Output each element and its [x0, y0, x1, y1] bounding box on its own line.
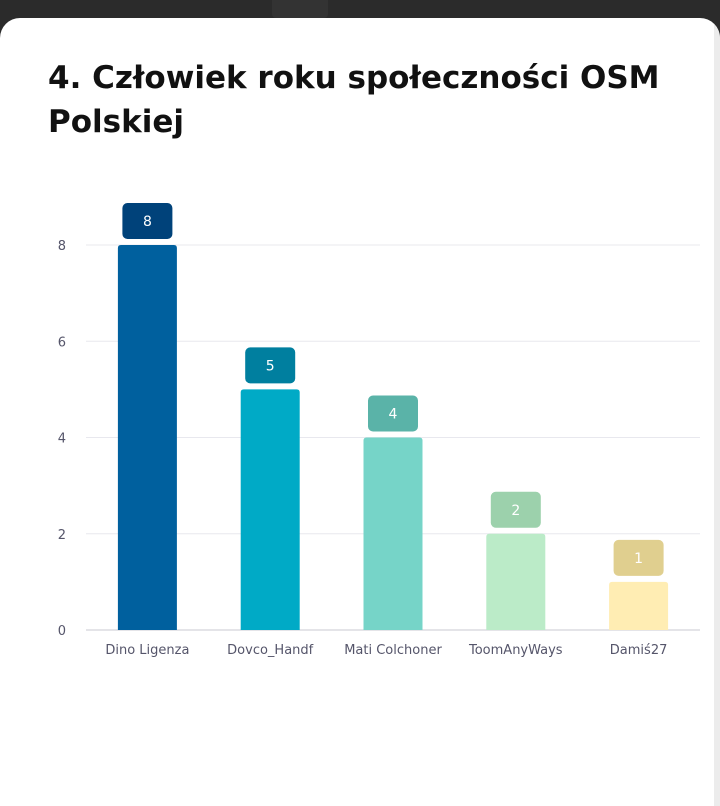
bar [363, 437, 423, 630]
top-tab [272, 0, 328, 18]
value-label-background [122, 203, 173, 239]
bar [240, 389, 300, 630]
bar [486, 533, 546, 630]
x-tick-label: Dino Ligenza [105, 643, 189, 658]
value-labels: 8 5 4 2 1 [122, 203, 664, 576]
y-tick-label: 2 [58, 528, 66, 543]
value-label-background [368, 395, 418, 432]
x-tick-label: ToomAnyWays [468, 643, 563, 658]
value-label-background [613, 539, 664, 576]
bars [117, 245, 669, 630]
y-tick-label: 4 [58, 432, 66, 447]
y-tick-label: 6 [58, 335, 66, 350]
x-tick-label: Dovco_Handf [227, 643, 313, 658]
x-tick-label: Mati Colchoner [344, 643, 442, 658]
value-label: 5 [266, 358, 275, 374]
value-label: 4 [389, 407, 398, 423]
value-label-background [490, 491, 541, 528]
value-label-background [245, 347, 296, 384]
chart-title: 4. Człowiek roku społeczności OSM Polski… [48, 60, 660, 140]
x-tick-label: Damiś27 [610, 643, 668, 658]
y-axis-ticks: 0 2 4 6 8 [58, 239, 66, 639]
value-label: 8 [143, 214, 152, 230]
y-tick-label: 8 [58, 239, 66, 254]
value-label: 1 [634, 551, 643, 567]
x-axis-ticks: Dino Ligenza Dovco_Handf Mati Colchoner Too… [105, 643, 667, 658]
bar [117, 245, 177, 630]
y-tick-label: 0 [58, 624, 66, 639]
bar [609, 581, 669, 630]
value-label: 2 [511, 503, 520, 519]
window-top-bar [0, 0, 720, 18]
